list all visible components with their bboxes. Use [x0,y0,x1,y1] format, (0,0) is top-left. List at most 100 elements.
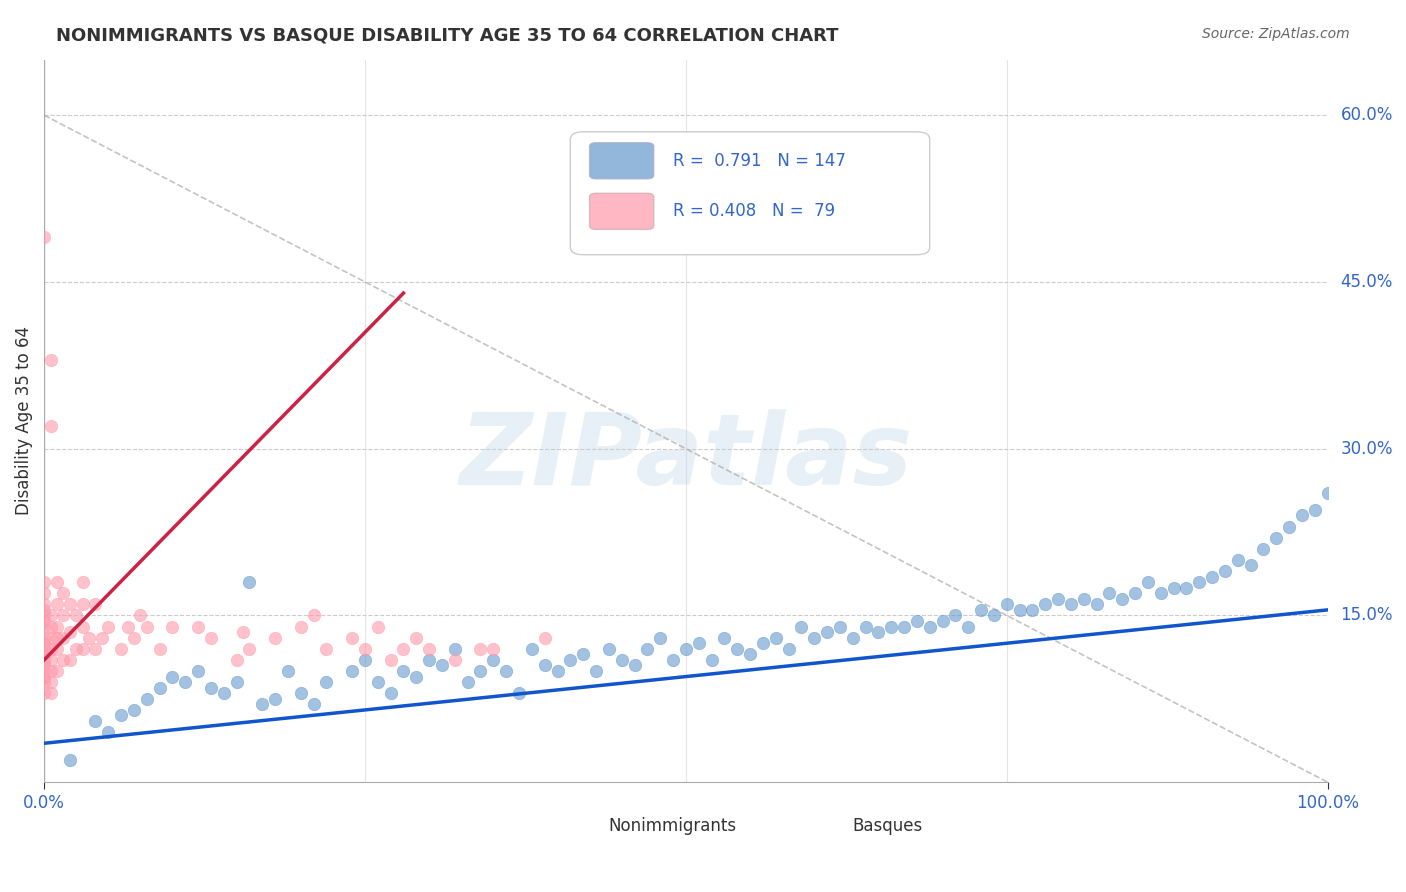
Point [162,619,184,633]
Point [46,619,69,633]
FancyBboxPatch shape [810,813,851,838]
Point [187,664,209,678]
Point [97,619,120,633]
Point [59,753,82,767]
Point [340,631,363,645]
Point [688,636,710,650]
Point [39,653,62,667]
Point [855,619,877,633]
Point [1021,603,1043,617]
Point [700,653,723,667]
Point [520,641,543,656]
Point [302,608,325,623]
Point [32,631,55,645]
Point [547,664,569,678]
Text: 45.0%: 45.0% [1340,273,1393,291]
Point [238,575,260,590]
Point [290,619,312,633]
Point [1085,597,1108,611]
Point [1060,597,1083,611]
Point [778,641,800,656]
Point [264,631,287,645]
Point [39,686,62,700]
Point [32,653,55,667]
Point [135,619,157,633]
Point [32,636,55,650]
Point [725,641,748,656]
Point [533,631,555,645]
Point [32,586,55,600]
Point [32,603,55,617]
Point [1316,486,1339,500]
Point [302,698,325,712]
Point [32,658,55,673]
Point [174,675,197,690]
Point [1265,531,1288,545]
Point [46,597,69,611]
Point [149,641,172,656]
Point [39,664,62,678]
Point [765,631,787,645]
Point [470,641,492,656]
Point [315,675,337,690]
Point [1150,586,1173,600]
FancyBboxPatch shape [589,143,654,178]
Point [32,641,55,656]
Text: R = 0.408   N =  79: R = 0.408 N = 79 [673,202,835,220]
Point [90,631,112,645]
Point [72,575,94,590]
Point [983,608,1005,623]
Point [290,686,312,700]
Point [957,619,980,633]
Point [1008,603,1031,617]
Point [39,675,62,690]
Point [1047,591,1070,606]
Point [828,619,851,633]
Point [200,681,222,695]
Point [32,230,55,244]
FancyBboxPatch shape [589,194,654,229]
Point [560,653,582,667]
Point [59,625,82,640]
Point [1123,586,1146,600]
Point [585,664,607,678]
Text: Source: ZipAtlas.com: Source: ZipAtlas.com [1202,27,1350,41]
Point [65,608,87,623]
Point [39,352,62,367]
Point [572,648,595,662]
Point [1201,569,1223,583]
Point [225,653,247,667]
Text: 15.0%: 15.0% [1340,607,1393,624]
Point [32,614,55,628]
Text: Basques: Basques [852,816,922,835]
Point [790,619,813,633]
Point [675,641,697,656]
Point [495,664,517,678]
Point [970,603,993,617]
Point [110,708,132,723]
Point [380,653,402,667]
Point [32,608,55,623]
Point [32,597,55,611]
Point [815,625,838,640]
Point [738,648,761,662]
Point [1175,581,1198,595]
Point [46,641,69,656]
Point [392,664,415,678]
Point [1226,553,1249,567]
Point [893,619,915,633]
Point [482,641,505,656]
Point [931,614,953,628]
Text: 30.0%: 30.0% [1340,440,1393,458]
Point [995,597,1018,611]
Point [405,631,427,645]
Point [32,664,55,678]
Point [39,641,62,656]
Point [662,653,685,667]
Point [713,631,735,645]
Point [84,641,107,656]
Point [46,631,69,645]
Point [610,653,633,667]
Text: Nonimmigrants: Nonimmigrants [609,816,737,835]
Point [232,625,254,640]
